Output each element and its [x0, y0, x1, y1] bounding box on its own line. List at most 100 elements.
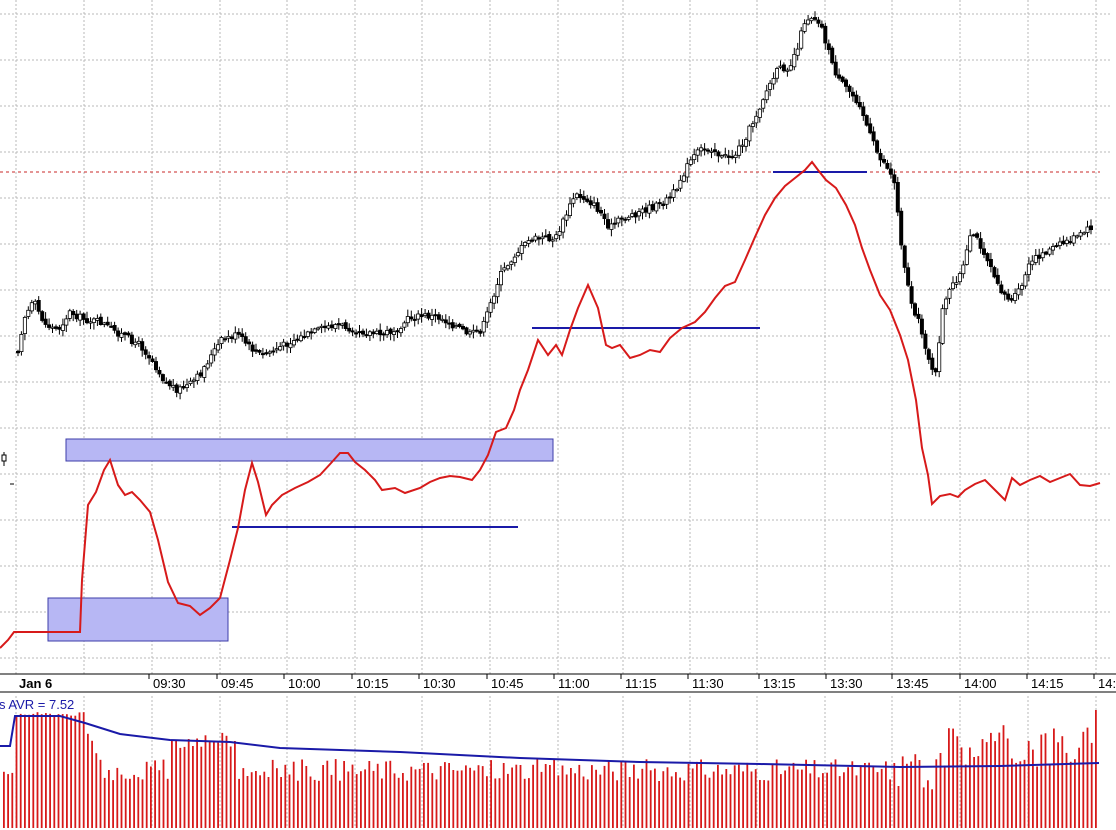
price-candle-body — [871, 131, 876, 142]
price-candle-body — [606, 219, 611, 229]
price-candle-body — [440, 318, 445, 321]
time-tick-label: 14:15 — [1031, 676, 1064, 691]
price-candle-body — [568, 203, 573, 216]
price-candle-body — [533, 235, 538, 241]
price-candle-body — [98, 316, 103, 326]
price-candle-body — [495, 284, 500, 298]
volume-bar — [494, 778, 497, 828]
volume-bar — [145, 761, 148, 828]
volume-bar — [901, 756, 904, 828]
volume-bar — [1027, 741, 1030, 828]
price-candle-body — [899, 210, 904, 246]
volume-bar — [183, 746, 186, 828]
price-candle-body — [740, 144, 745, 147]
price-candle-body — [88, 321, 93, 324]
price-candle-body — [650, 204, 655, 211]
time-tick-label: 14:00 — [964, 676, 997, 691]
price-candle-body — [429, 314, 434, 320]
price-candle-body — [105, 321, 110, 326]
volume-bar — [1048, 763, 1051, 828]
price-candle-body — [1047, 248, 1052, 255]
price-candle-body — [519, 244, 524, 254]
price-candle-body — [657, 202, 662, 205]
price-candle-body — [623, 218, 628, 221]
price-candle-body — [961, 264, 966, 275]
volume-bar — [166, 778, 169, 828]
volume-bar — [607, 760, 610, 828]
price-candle-body — [1044, 251, 1049, 255]
volume-bar — [595, 769, 597, 828]
price-candle-body — [1020, 285, 1025, 290]
price-candle-body — [995, 274, 1000, 284]
price-candle-body — [219, 336, 224, 344]
volume-bar — [410, 766, 413, 828]
price-candle-body — [1082, 232, 1087, 235]
price-candle-body — [123, 332, 128, 335]
price-candle-body — [309, 331, 314, 334]
price-candle-body — [761, 99, 766, 109]
price-candle-body — [81, 313, 86, 320]
price-candle-body — [964, 249, 969, 265]
price-candle-body — [757, 108, 762, 118]
volume-bar — [578, 764, 581, 828]
volume-bar — [872, 766, 875, 828]
volume-bar — [700, 759, 702, 828]
volume-bar — [1061, 736, 1064, 828]
price-candle-body — [29, 302, 34, 312]
price-candle-body — [868, 123, 873, 134]
volume-bar — [889, 779, 891, 828]
volume-bar — [208, 741, 211, 828]
volume-bar — [557, 775, 560, 828]
price-candle-body — [709, 150, 714, 153]
volume-bar — [456, 770, 459, 828]
volume-bar — [154, 760, 156, 828]
price-candle-body — [357, 331, 362, 334]
volume-bar — [187, 739, 190, 828]
volume-bar — [633, 764, 635, 828]
price-candle-body — [795, 48, 800, 56]
volume-bar — [129, 778, 131, 828]
volume-bar — [213, 742, 215, 828]
volume-bar — [675, 772, 677, 828]
volume-bar — [1006, 738, 1009, 828]
price-candle-body — [775, 68, 780, 79]
price-candle-body — [78, 313, 83, 321]
volume-bar — [473, 770, 476, 828]
volume-bar — [931, 789, 933, 828]
volume-bar — [519, 765, 522, 828]
volume-bar — [922, 787, 925, 828]
volume-bar — [95, 753, 98, 828]
price-candle-body — [143, 349, 148, 355]
price-candle-body — [1026, 263, 1031, 275]
volume-bar — [763, 780, 765, 828]
volume-bar — [179, 747, 182, 828]
price-candle-body — [181, 385, 186, 389]
volume-bar — [687, 763, 690, 828]
volume-bar — [586, 779, 589, 828]
volume-bar — [40, 714, 43, 828]
price-candle-body — [754, 115, 759, 124]
price-candle-body — [595, 202, 600, 212]
volume-bar — [435, 779, 438, 828]
price-candle-body — [844, 79, 849, 87]
resistance-zone — [65, 438, 554, 462]
volume-bar — [738, 764, 740, 828]
price-candle-body — [481, 320, 486, 333]
price-candle-body — [153, 361, 158, 371]
price-candle-body — [322, 325, 327, 329]
volume-bar — [53, 715, 56, 828]
price-candle-body — [888, 168, 893, 175]
volume-bar — [1011, 758, 1013, 828]
volume-bar — [116, 767, 119, 828]
price-candle-body — [178, 386, 183, 394]
price-candle-body — [509, 261, 514, 265]
volume-bar — [276, 768, 278, 828]
price-candle-body — [450, 322, 455, 329]
price-candle-body — [840, 76, 845, 82]
price-candle-body — [988, 258, 993, 267]
volume-bar — [796, 769, 799, 828]
price-candle-body — [668, 196, 673, 199]
price-candle-body — [833, 61, 838, 76]
volume-bar — [397, 777, 400, 828]
volume-bar — [998, 732, 1001, 828]
